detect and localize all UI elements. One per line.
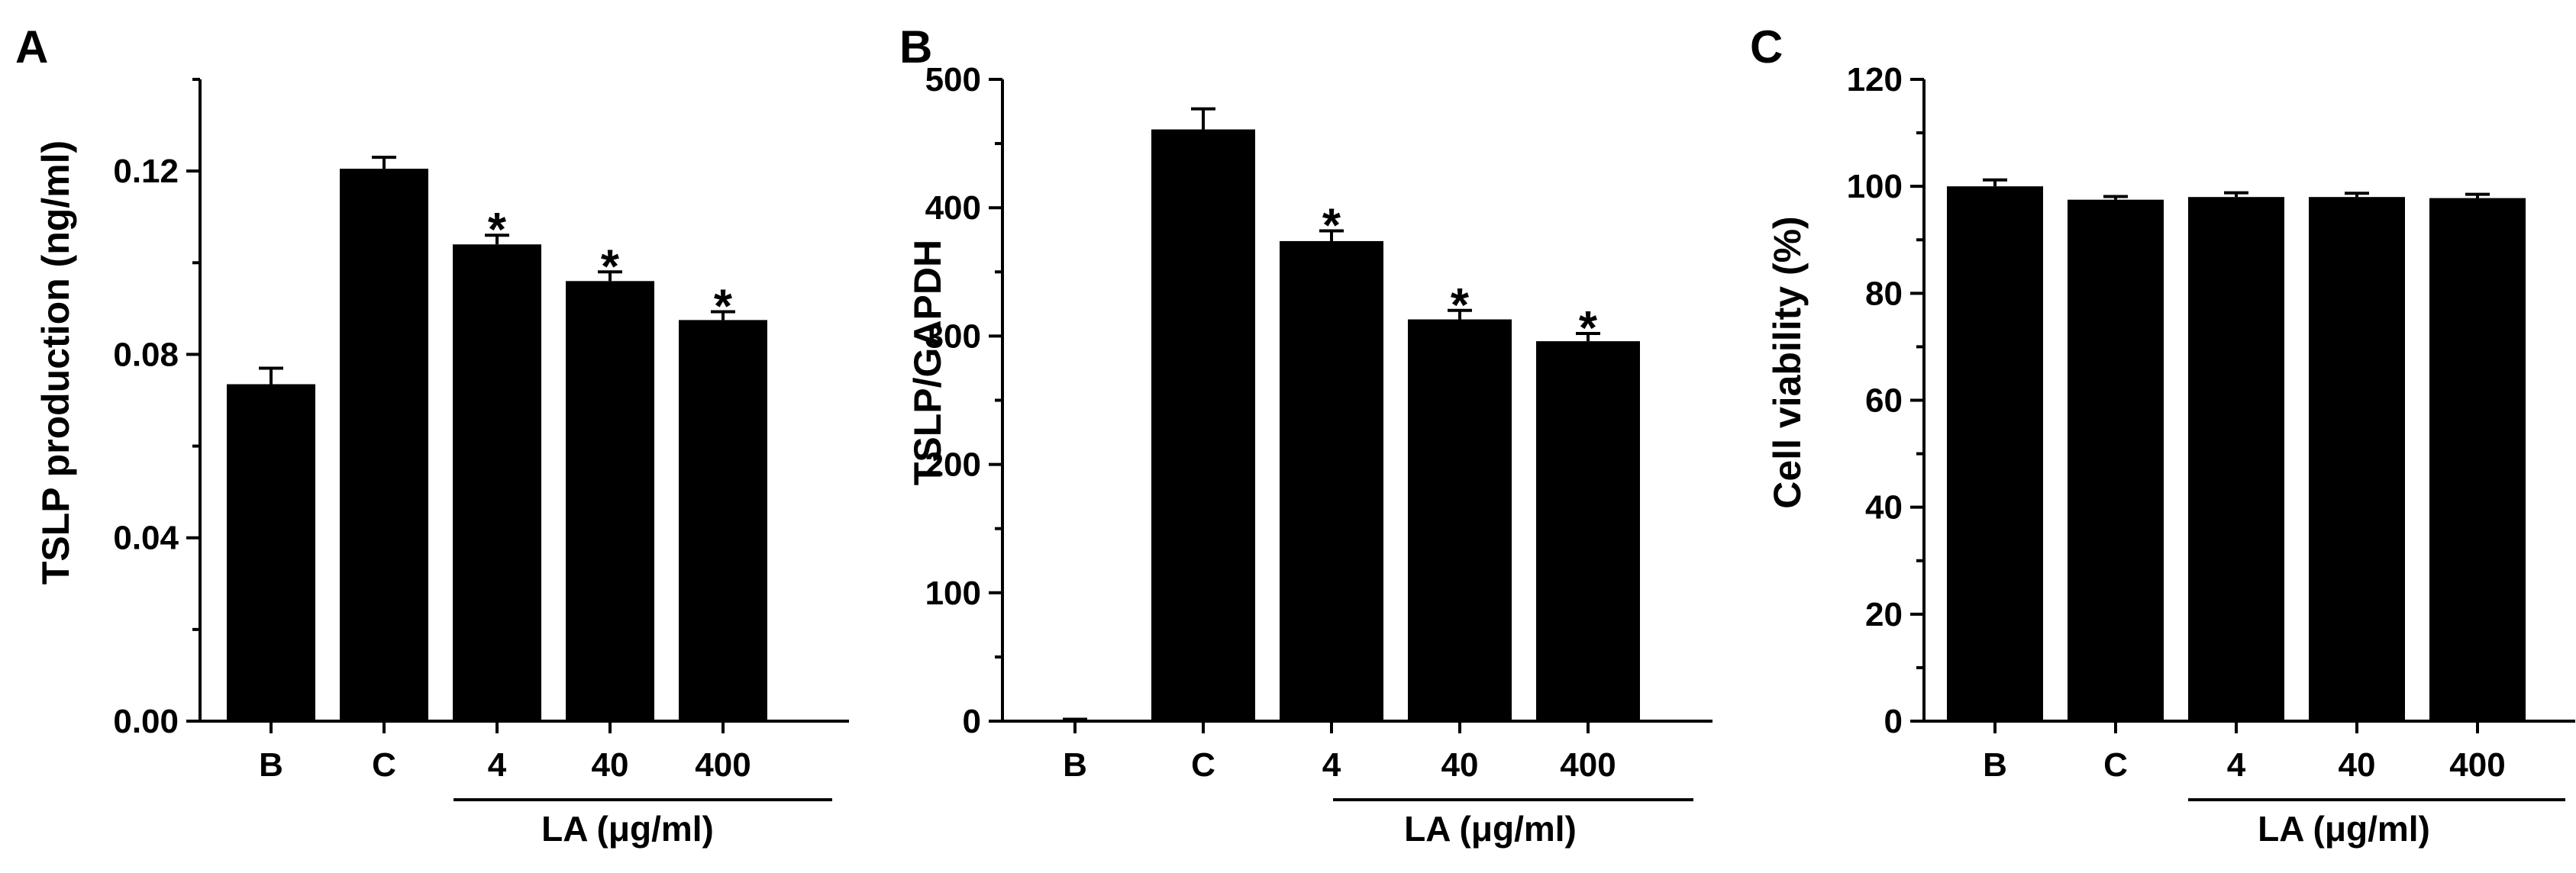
panel-a-bar (453, 244, 541, 721)
panel-a-letter: A (15, 21, 48, 72)
panel-b-x-tick-label: 4 (1322, 746, 1341, 784)
panel-a-bar (679, 320, 767, 721)
panel-c-y-tick-label: 40 (1865, 489, 1903, 527)
panel-b-y-tick-label: 500 (925, 61, 981, 98)
panel-b-y-tick-label: 0 (963, 703, 981, 740)
panel-c-y-tick-label: 80 (1865, 275, 1903, 312)
panel-b-significance-star: * (1451, 279, 1470, 332)
panel-b: B TSLP/GAPDH LA (μg/ml) 0 100 200 300 400 500… (899, 21, 1712, 849)
panel-c-group-label: LA (μg/ml) (2258, 809, 2430, 849)
panel-a-group-label: LA (μg/ml) (541, 809, 714, 849)
panel-a-significance-star: * (714, 281, 733, 333)
panel-a-y-tick-label: 0.00 (113, 703, 179, 740)
panel-a-significance-star: * (601, 240, 620, 293)
panel-a: A TSLP production (ng/ml) LA (μg/ml) 0.0… (15, 21, 849, 849)
panel-c-y-tick-label: 100 (1847, 168, 1903, 205)
panel-c-y-tick-label: 20 (1865, 596, 1903, 633)
panel-c-x-tick-label: 400 (2449, 746, 2505, 784)
panel-a-x-tick-label: 40 (592, 746, 629, 784)
panel-c-x-tick-label: 40 (2339, 746, 2376, 784)
panel-c-x-tick-label: C (2103, 746, 2128, 784)
panel-b-y-tick-label: 400 (925, 189, 981, 227)
panel-c-y-tick-label: 0 (1884, 703, 1903, 740)
panel-c-bar (1947, 186, 2043, 721)
panel-c-bar (2068, 199, 2164, 721)
panel-c-x-tick-label: B (1983, 746, 2007, 784)
panel-a-significance-star: * (488, 204, 507, 256)
panel-b-significance-star: * (1579, 302, 1598, 355)
panel-b-x-tick-label: C (1191, 746, 1215, 784)
panel-a-y-tick-label: 0.08 (113, 336, 179, 373)
panel-c: C Cell viability (%) LA (μg/ml) 0 20 40 60 8… (1750, 21, 2575, 849)
panel-b-y-axis-title: TSLP/GAPDH (906, 240, 949, 485)
panel-a-x-tick-label: B (259, 746, 283, 784)
panel-c-bar (2188, 197, 2284, 721)
panel-c-x-tick-label: 4 (2227, 746, 2246, 784)
panel-b-group-label: LA (μg/ml) (1404, 809, 1577, 849)
panel-a-y-tick-label: 0.12 (113, 153, 179, 190)
panel-b-bar (1536, 341, 1640, 721)
panel-c-letter: C (1750, 21, 1783, 72)
panel-c-y-axis-title: Cell viability (%) (1766, 216, 1809, 508)
panel-a-x-tick-label: 4 (488, 746, 507, 784)
panel-c-y-tick-label: 120 (1847, 61, 1903, 98)
panel-b-y-tick-label: 300 (925, 317, 981, 355)
panel-c-bar (2429, 198, 2526, 722)
panel-b-y-tick-label: 200 (925, 446, 981, 484)
panel-c-y-tick-label: 60 (1865, 382, 1903, 420)
panel-a-bar (566, 281, 654, 721)
panel-b-bar (1151, 129, 1255, 721)
panel-a-y-tick-label: 0.04 (113, 520, 179, 557)
panel-b-bar (1408, 319, 1512, 721)
panel-a-x-tick-label: C (372, 746, 396, 784)
panel-b-significance-star: * (1322, 199, 1341, 252)
panel-b-x-tick-label: 40 (1441, 746, 1479, 784)
panel-b-x-tick-label: B (1063, 746, 1087, 784)
panel-b-x-tick-label: 400 (1560, 746, 1616, 784)
panel-b-bar (1280, 240, 1383, 721)
panel-b-letter: B (899, 21, 932, 72)
panel-b-y-tick-label: 100 (925, 575, 981, 612)
panel-a-x-tick-label: 400 (695, 746, 751, 784)
panel-a-bar (340, 169, 428, 721)
panel-a-bar (227, 384, 315, 721)
panel-c-bar (2309, 197, 2405, 721)
panel-a-y-axis-title: TSLP production (ng/ml) (34, 140, 77, 585)
